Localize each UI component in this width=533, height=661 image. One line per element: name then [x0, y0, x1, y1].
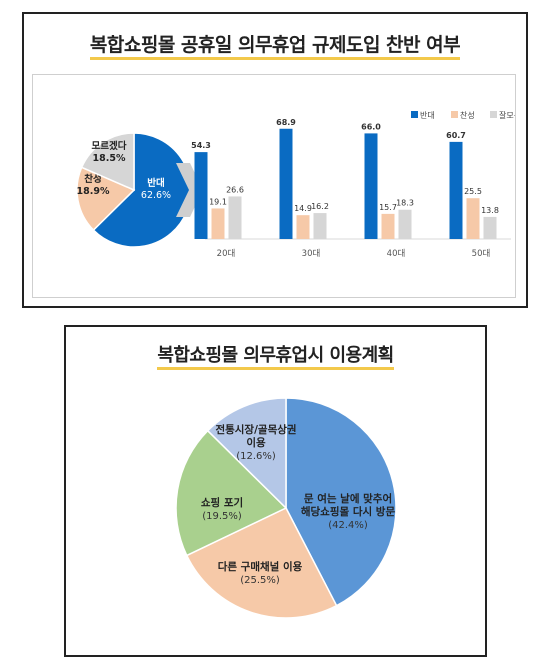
bar-value-label: 19.1 [209, 197, 227, 206]
slice-label: 반대 [147, 177, 164, 189]
bar-value-label: 15.7 [379, 203, 397, 212]
slice-value-label: (42.4%) [328, 520, 368, 531]
bar [313, 213, 327, 239]
bar [194, 152, 208, 239]
slice-label: 쇼핑 포기 [201, 496, 243, 509]
pie-slice [80, 132, 135, 192]
x-tick-label: 20대 [217, 249, 236, 259]
bar [483, 216, 497, 239]
legend-label: 잘모름 [499, 111, 515, 120]
bar-value-label: 54.3 [191, 141, 211, 150]
bar [296, 215, 310, 239]
slice-label: 이용 [246, 436, 266, 449]
bar-value-label: 68.9 [276, 118, 296, 127]
slice-value-label: (12.6%) [236, 451, 276, 462]
bar [466, 198, 480, 239]
bar [381, 213, 395, 239]
slice-label: 해당쇼핑몰 다시 방문 [301, 505, 396, 518]
legend-swatch [451, 111, 458, 118]
bar-value-label: 13.8 [481, 206, 499, 215]
pie-slice [185, 507, 338, 619]
pie-slice [76, 166, 136, 232]
bar [398, 209, 412, 239]
chart-title-2: 복합쇼핑몰 의무휴업시 이용계획 [66, 341, 485, 370]
bar-value-label: 14.9 [294, 204, 312, 213]
slice-value-label: 18.5% [93, 153, 126, 164]
chart-area: 반대 62.6% 찬성 18.9% 모르겠다 18.5% 54.3 19.1 26.6 20대 68… [32, 74, 521, 298]
chart-title-text: 복합쇼핑몰 공휴일 의무휴업 규제도입 찬반 여부 [89, 34, 461, 60]
bar [228, 196, 242, 239]
chart-panel-approval: 복합쇼핑몰 공휴일 의무휴업 규제도입 찬반 여부 반대 62.6% 찬성 18.9%… [22, 12, 528, 308]
chart-title-2-text: 복합쇼핑몰 의무휴업시 이용계획 [157, 345, 394, 370]
slice-label: 전통시장/골목상권 [215, 423, 296, 436]
pie-slice [206, 397, 287, 510]
slice-label: 모르겠다 [92, 140, 127, 152]
legend-label: 반대 [420, 111, 435, 120]
slice-value-label: 18.9% [77, 186, 110, 197]
bar [279, 128, 293, 239]
x-tick-label: 50대 [472, 249, 491, 259]
slice-value-label: (19.5%) [202, 511, 242, 522]
bar-value-label: 26.6 [226, 185, 244, 194]
legend-swatch [490, 111, 497, 118]
slice-label: 다른 구매채널 이용 [218, 560, 303, 573]
x-tick-label: 40대 [387, 249, 406, 259]
legend-swatch [411, 111, 418, 118]
pie-slice [175, 429, 288, 557]
legend-label: 찬성 [460, 110, 475, 120]
slice-value-label: (25.5%) [240, 575, 280, 586]
chart-svg: 반대62.6%찬성18.9%모르겠다18.5%54.319.126.620대68… [76, 110, 521, 259]
slice-label: 문 여는 날에 맞추어 [304, 492, 392, 505]
bar-value-label: 25.5 [464, 187, 482, 196]
slice-label: 찬성 [84, 173, 101, 185]
bar-value-label: 18.3 [396, 199, 414, 208]
bar [449, 141, 463, 239]
chart-title: 복합쇼핑몰 공휴일 의무휴업 규제도입 찬반 여부 [24, 30, 526, 60]
bar-value-label: 66.0 [361, 122, 381, 131]
bar [364, 133, 378, 239]
slice-value-label: 62.6% [141, 190, 171, 201]
bar-value-label: 60.7 [446, 131, 466, 140]
pie-slice [285, 397, 397, 607]
chart-panel-usage-plan: 복합쇼핑몰 의무휴업시 이용계획 문 여는 날에 맞추어 해당쇼핑몰 다시 방문 (… [64, 325, 487, 657]
bar-value-label: 16.2 [311, 202, 329, 211]
x-tick-label: 30대 [302, 249, 321, 259]
bar [211, 208, 225, 239]
